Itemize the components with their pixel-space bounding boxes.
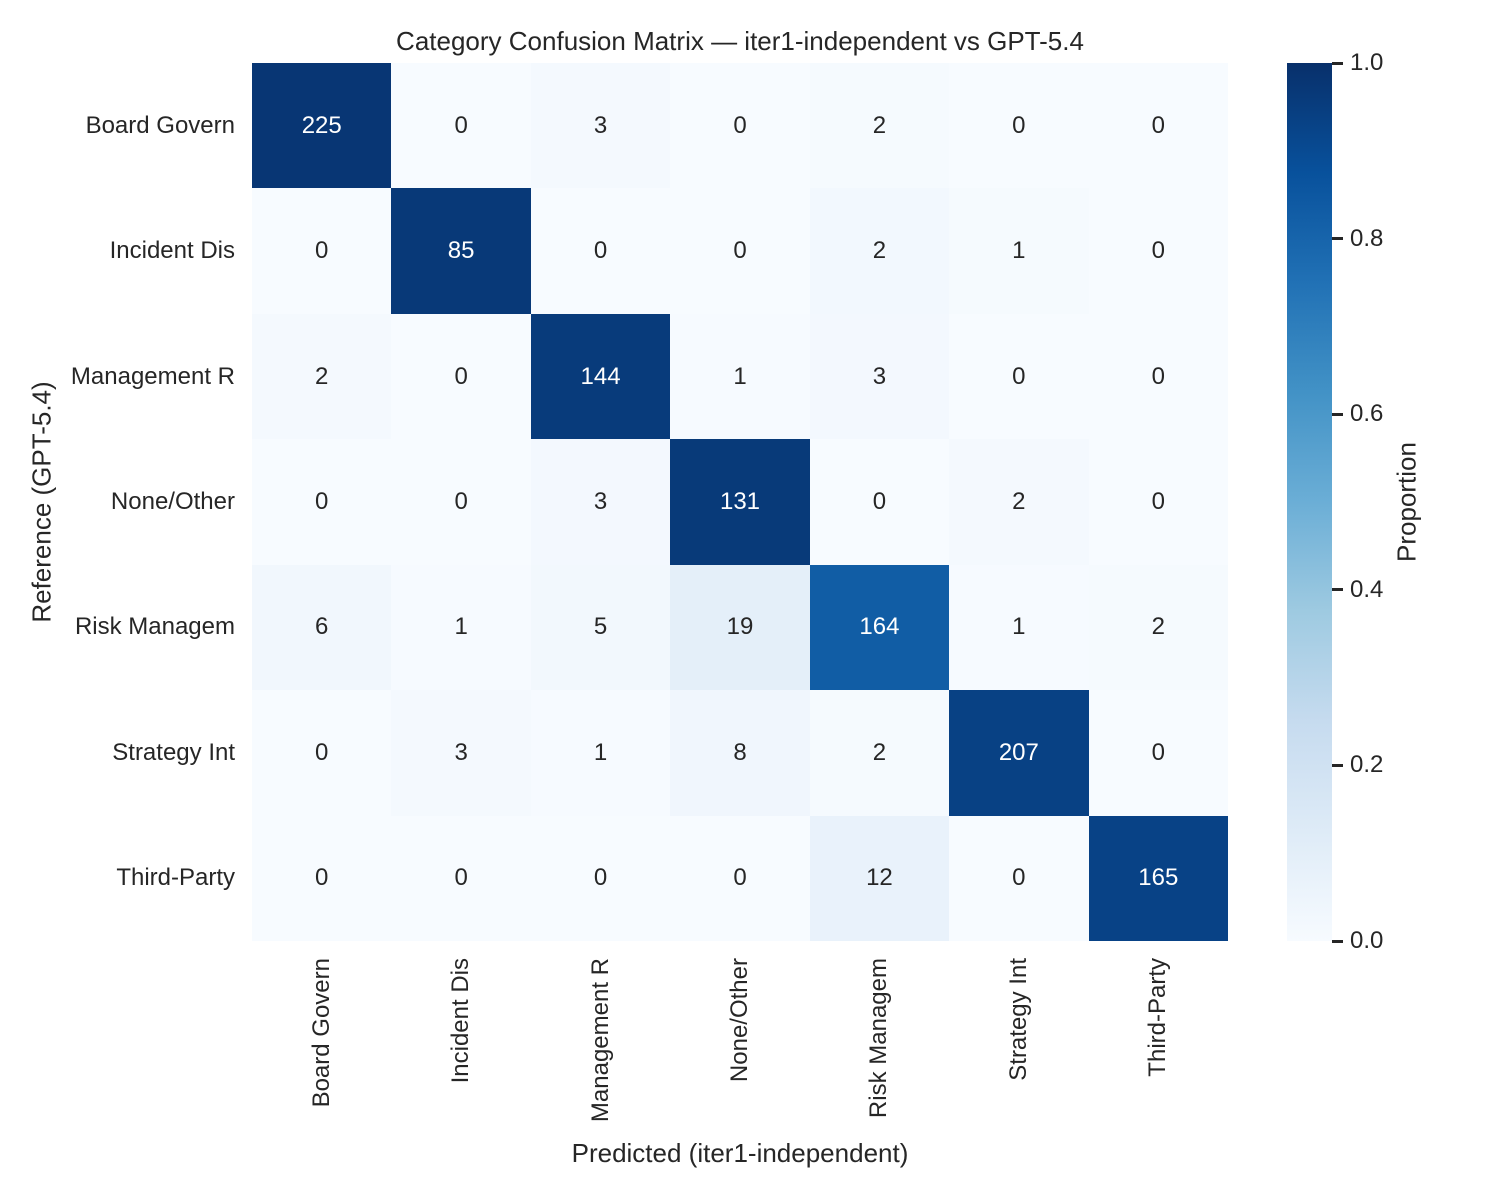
colorbar-tick-label: 0.6 [1350,400,1384,428]
colorbar-tick [1332,237,1343,241]
heatmap-cell: 165 [1088,815,1228,941]
heatmap-cell: 164 [809,564,950,691]
x-tick-label: Incident Dis [447,958,475,1084]
heatmap-cell: 0 [391,313,531,440]
colorbar-tick [1332,588,1343,592]
colorbar-tick [1332,412,1343,416]
y-tick-label: None/Other [110,488,235,515]
heatmap-cell: 6 [252,564,392,691]
heatmap-cell: 1 [949,188,1089,314]
y-tick-label: Incident Dis [109,237,235,265]
heatmap-cell: 0 [1088,63,1228,189]
heatmap-cell: 3 [530,63,671,189]
x-tick-label: None/Other [726,958,753,1083]
colorbar-tick [1332,763,1343,767]
heatmap-cell: 0 [252,439,392,565]
heatmap-cell: 131 [670,439,810,565]
colorbar-tick-label: 0.2 [1350,751,1384,779]
colorbar-tick-label: 0.4 [1350,575,1384,603]
heatmap-cell: 0 [1088,690,1228,816]
heatmap-cell: 207 [949,690,1089,816]
heatmap-cell: 0 [670,815,810,941]
colorbar-tick-label: 0.0 [1350,927,1384,954]
heatmap-cell: 0 [809,439,950,565]
y-tick-label: Management R [70,362,235,390]
heatmap-cell: 0 [949,63,1089,189]
y-tick-label: Third-Party [116,864,235,892]
y-tick-label: Strategy Int [112,738,235,766]
heatmap-cell: 225 [252,63,392,189]
colorbar-gradient [1287,63,1332,941]
heatmap-cell: 3 [530,439,671,565]
heatmap-cell: 2 [809,690,950,816]
heatmap-cell: 1 [391,564,531,691]
x-tick-label: Risk Managem [865,958,893,1119]
colorbar-label: Proportion [1391,442,1422,562]
heatmap-cell: 85 [391,188,531,314]
colorbar-tick [1332,61,1343,65]
heatmap-cell: 0 [1088,313,1228,440]
colorbar-tick-label: 0.8 [1350,224,1384,252]
heatmap-cell: 0 [1088,188,1228,314]
x-tick-label: Board Govern [307,958,335,1108]
heatmap-cell: 0 [949,815,1089,941]
heatmap-cell: 0 [252,188,392,314]
heatmap-cell: 0 [252,690,392,816]
heatmap-cell: 1 [530,690,671,816]
heatmap-cell: 0 [530,815,671,941]
heatmap-cell: 144 [530,313,671,440]
x-tick-label: Management R [586,958,614,1123]
heatmap-cell: 0 [1088,439,1228,565]
x-tick-label: Strategy Int [1004,958,1032,1081]
chart-title: Category Confusion Matrix — iter1-indepe… [396,26,1084,56]
heatmap-grid: 225 0 3 0 2 0 0 0 85 0 0 2 1 0 2 0 144 1 3 0 0 0 0 3 131 0 2 0 6 1 5 19… [252,63,1228,941]
heatmap-cell: 2 [809,188,950,314]
heatmap-cell: 0 [530,188,671,314]
heatmap-cell: 0 [949,313,1089,440]
heatmap-cell: 3 [391,690,531,816]
heatmap-cell: 19 [670,564,810,691]
heatmap-cell: 2 [809,63,950,189]
heatmap-cell: 2 [252,313,392,440]
heatmap-cell: 0 [252,815,392,941]
colorbar-tick [1332,939,1343,943]
colorbar-tick-label: 1.0 [1350,49,1384,76]
heatmap-cell: 2 [1088,564,1228,691]
y-tick-label: Board Govern [85,111,235,139]
heatmap-cell: 0 [391,815,531,941]
heatmap-cell: 12 [809,815,950,941]
heatmap-cell: 1 [670,313,810,440]
heatmap-cell: 0 [391,63,531,189]
x-axis-label: Predicted (iter1-independent) [571,1138,909,1168]
heatmap-cell: 8 [670,690,810,816]
heatmap-cell: 5 [530,564,671,691]
heatmap-cell: 2 [949,439,1089,565]
y-tick-label: Risk Managem [74,613,235,641]
heatmap-cell: 1 [949,564,1089,691]
heatmap-cell: 0 [670,63,810,189]
x-tick-label: Third-Party [1144,958,1172,1077]
heatmap-cell: 0 [391,439,531,565]
heatmap-cell: 3 [809,313,950,440]
heatmap-cell: 0 [670,188,810,314]
